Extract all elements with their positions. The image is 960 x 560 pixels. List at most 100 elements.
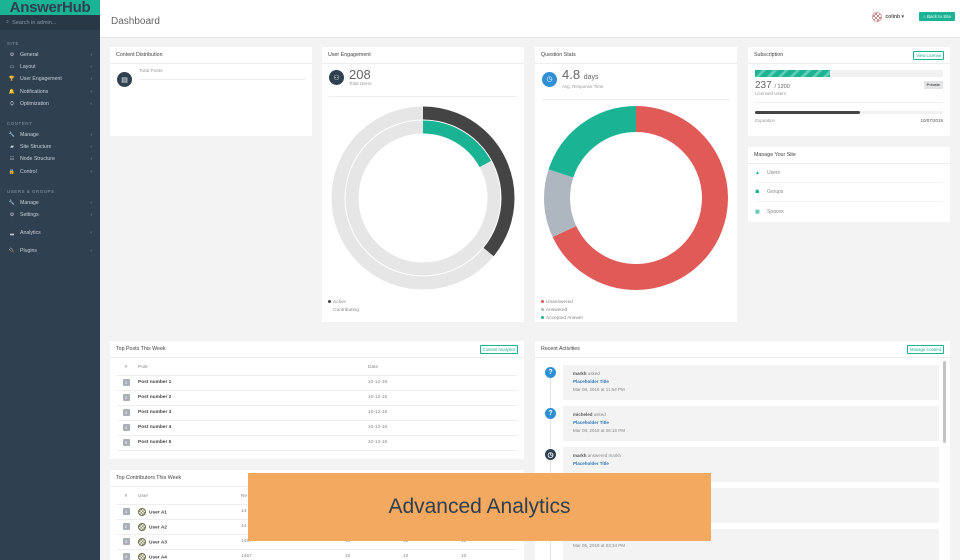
table-row[interactable]: 4 Post number 4 10-12-16 <box>117 420 517 436</box>
table-row[interactable]: 1 Post number 1 10-12-16 <box>117 375 517 391</box>
top-posts-table: # Post Date 1 Post number 1 10-12-16 2 Post … <box>117 360 517 451</box>
user-engagement-donut-chart <box>331 106 515 290</box>
activity-title-link[interactable]: Placeholder Title <box>573 461 609 466</box>
sidebar-section-title: SITE <box>7 41 20 46</box>
licensed-users-value: 237 <box>755 80 772 91</box>
sidebar-item-layout[interactable]: ▭ Layout ‹ <box>9 64 92 71</box>
panel-title: Recent Activities <box>541 346 580 352</box>
sidebar-item-plugins[interactable]: 🔌 Plugins ‹ <box>8 248 92 255</box>
plugins-icon: 🔌 <box>8 248 16 255</box>
post-date: 10-12-16 <box>365 375 517 391</box>
sidebar-item-notifications[interactable]: 🔔 Notifications ‹ <box>8 88 92 95</box>
private-badge: Private <box>923 81 943 89</box>
username: colinb ▾ <box>885 14 904 20</box>
chevron-left-icon: ‹ <box>90 100 92 107</box>
subscription-panel: Subscription View License 237 / 1200 Lic… <box>748 47 950 136</box>
post-date: 10-12-16 <box>365 420 517 436</box>
sidebar-item-general[interactable]: ⚙ General ‹ <box>9 52 92 59</box>
table-row[interactable]: 4 User A4 1457 10 10 10 <box>117 549 517 560</box>
response-time-label: Avg. Response Time <box>562 84 604 89</box>
manage-site-panel: Manage Your Site ▲ Users ☗ Groups ▦ Spaces <box>748 147 950 222</box>
table-row[interactable]: 3 Post number 3 10-12-16 <box>117 405 517 421</box>
sidebar-item-manage[interactable]: 🔧 Manage ‹ <box>8 199 92 206</box>
content-analytics-button[interactable]: Content Analytics <box>479 344 518 354</box>
question-stats-legend: Unanswered Answered Accepted Answer <box>541 299 583 323</box>
manage-content-button[interactable]: Manage Content <box>907 344 944 354</box>
question-icon: ? <box>545 367 556 378</box>
control-icon: 🔒 <box>8 168 16 175</box>
sidebar: AnswerHub ⌕ Search in admin... SITE ⚙ Gene… <box>0 0 100 560</box>
activity-scrollbar[interactable] <box>943 361 946 443</box>
user-engagement-panel: User Engagement ⚇ 208 Total Users Active… <box>322 47 524 322</box>
activity-title-link[interactable]: Placeholder Title <box>573 420 609 425</box>
sidebar-nav: SITE ⚙ General ‹ ▭ Layout ‹ 🏆 User Engagement ‹ 🔔 N… <box>0 39 100 257</box>
notifications-icon: 🔔 <box>8 88 16 95</box>
activity-item: markh asked Placeholder Title Mar 08, 2018… <box>563 365 939 400</box>
general-icon: ⚙ <box>9 52 15 59</box>
chevron-left-icon: ‹ <box>90 52 92 59</box>
rank-badge: 3 <box>122 538 130 545</box>
activity-title-link[interactable]: Placeholder Title <box>573 379 609 384</box>
chevron-left-icon: ‹ <box>90 230 92 237</box>
rank-badge: 3 <box>122 409 130 416</box>
user-icon: ▲ <box>755 170 760 176</box>
activity-item: micheled asked Placeholder Title Mar 08, 2… <box>563 406 939 441</box>
sidebar-item-manage[interactable]: 🔧 Manage ‹ <box>8 132 92 139</box>
total-users-label: Total Users <box>349 81 372 86</box>
expiration-progress <box>755 111 943 114</box>
manage-icon: 🔧 <box>8 132 16 139</box>
rank-badge: 1 <box>122 508 130 515</box>
page-title: Dashboard <box>111 16 160 27</box>
analytics-icon: ▂ <box>10 230 14 237</box>
manage-groups-link[interactable]: ☗ Groups <box>755 183 943 202</box>
panel-title: Manage Your Site <box>754 152 796 158</box>
sidebar-item-analytics[interactable]: ▂ Analytics ‹ <box>0 227 100 239</box>
table-row[interactable]: 2 Post number 2 10-12-16 <box>117 390 517 406</box>
panel-title: Question Stats <box>541 52 576 58</box>
chevron-left-icon: ‹ <box>90 211 92 218</box>
manage-icon: 🔧 <box>8 199 16 206</box>
content-distribution-panel: Content Distribution ▤ Total Posts <box>110 47 312 136</box>
sidebar-search[interactable]: ⌕ Search in admin... <box>0 15 100 30</box>
chevron-left-icon: ‹ <box>90 156 92 163</box>
response-time-value: 4.8 <box>562 67 581 82</box>
expiration-date: 10/07/2019 <box>920 118 943 123</box>
sidebar-item-user-engagement[interactable]: 🏆 User Engagement ‹ <box>8 76 92 83</box>
answer-icon: ◷ <box>545 449 556 460</box>
sidebar-item-site-structure[interactable]: ▰ Site Structure ‹ <box>0 141 100 153</box>
sidebar-item-control[interactable]: 🔒 Control ‹ <box>8 168 92 175</box>
manage-spaces-link[interactable]: ▦ Spaces <box>755 208 784 215</box>
rank-badge: 2 <box>122 394 130 401</box>
groups-icon: ☗ <box>755 189 760 195</box>
question-icon: ? <box>545 408 556 419</box>
sidebar-item-optimization[interactable]: ⛭ Optimization ‹ <box>9 100 92 107</box>
sidebar-item-settings[interactable]: ⚙ Settings ‹ <box>9 211 92 218</box>
rank-badge: 5 <box>122 439 130 446</box>
user-avatar-icon <box>138 507 146 516</box>
topbar: Dashboard colinb ▾ ⌂ Back to Site <box>100 0 960 38</box>
chevron-left-icon: ‹ <box>90 199 92 206</box>
rank-badge: 2 <box>122 523 130 530</box>
rank-badge: 4 <box>122 553 130 560</box>
manage-users-link[interactable]: ▲ Users <box>755 164 943 183</box>
back-to-site-button[interactable]: ⌂ Back to Site <box>919 12 955 21</box>
avatar <box>872 12 883 22</box>
user-engagement-icon: 🏆 <box>8 76 16 83</box>
post-date: 10-12-16 <box>365 405 517 421</box>
spaces-icon: ▦ <box>755 208 760 215</box>
user-avatar-icon <box>138 552 146 560</box>
users-icon: ⚇ <box>329 70 344 85</box>
post-title: Post number 4 <box>135 420 365 436</box>
logo[interactable]: AnswerHub <box>0 0 100 15</box>
question-stats-donut-chart <box>544 106 728 290</box>
view-license-button[interactable]: View License <box>913 50 944 60</box>
post-title: Post number 2 <box>135 390 365 406</box>
optimization-icon: ⛭ <box>9 100 14 107</box>
site-structure-icon: ▰ <box>10 144 14 151</box>
question-stats-panel: Question Stats ◷ 4.8 days Avg. Response … <box>535 47 737 322</box>
sidebar-item-node-structure[interactable]: ☷ Node Structure ‹ <box>9 156 92 163</box>
chevron-left-icon: ‹ <box>90 132 92 139</box>
user-menu[interactable]: colinb ▾ <box>872 12 904 22</box>
search-input[interactable]: Search in admin... <box>12 19 57 26</box>
table-row[interactable]: 5 Post number 5 10-12-16 <box>117 435 517 451</box>
